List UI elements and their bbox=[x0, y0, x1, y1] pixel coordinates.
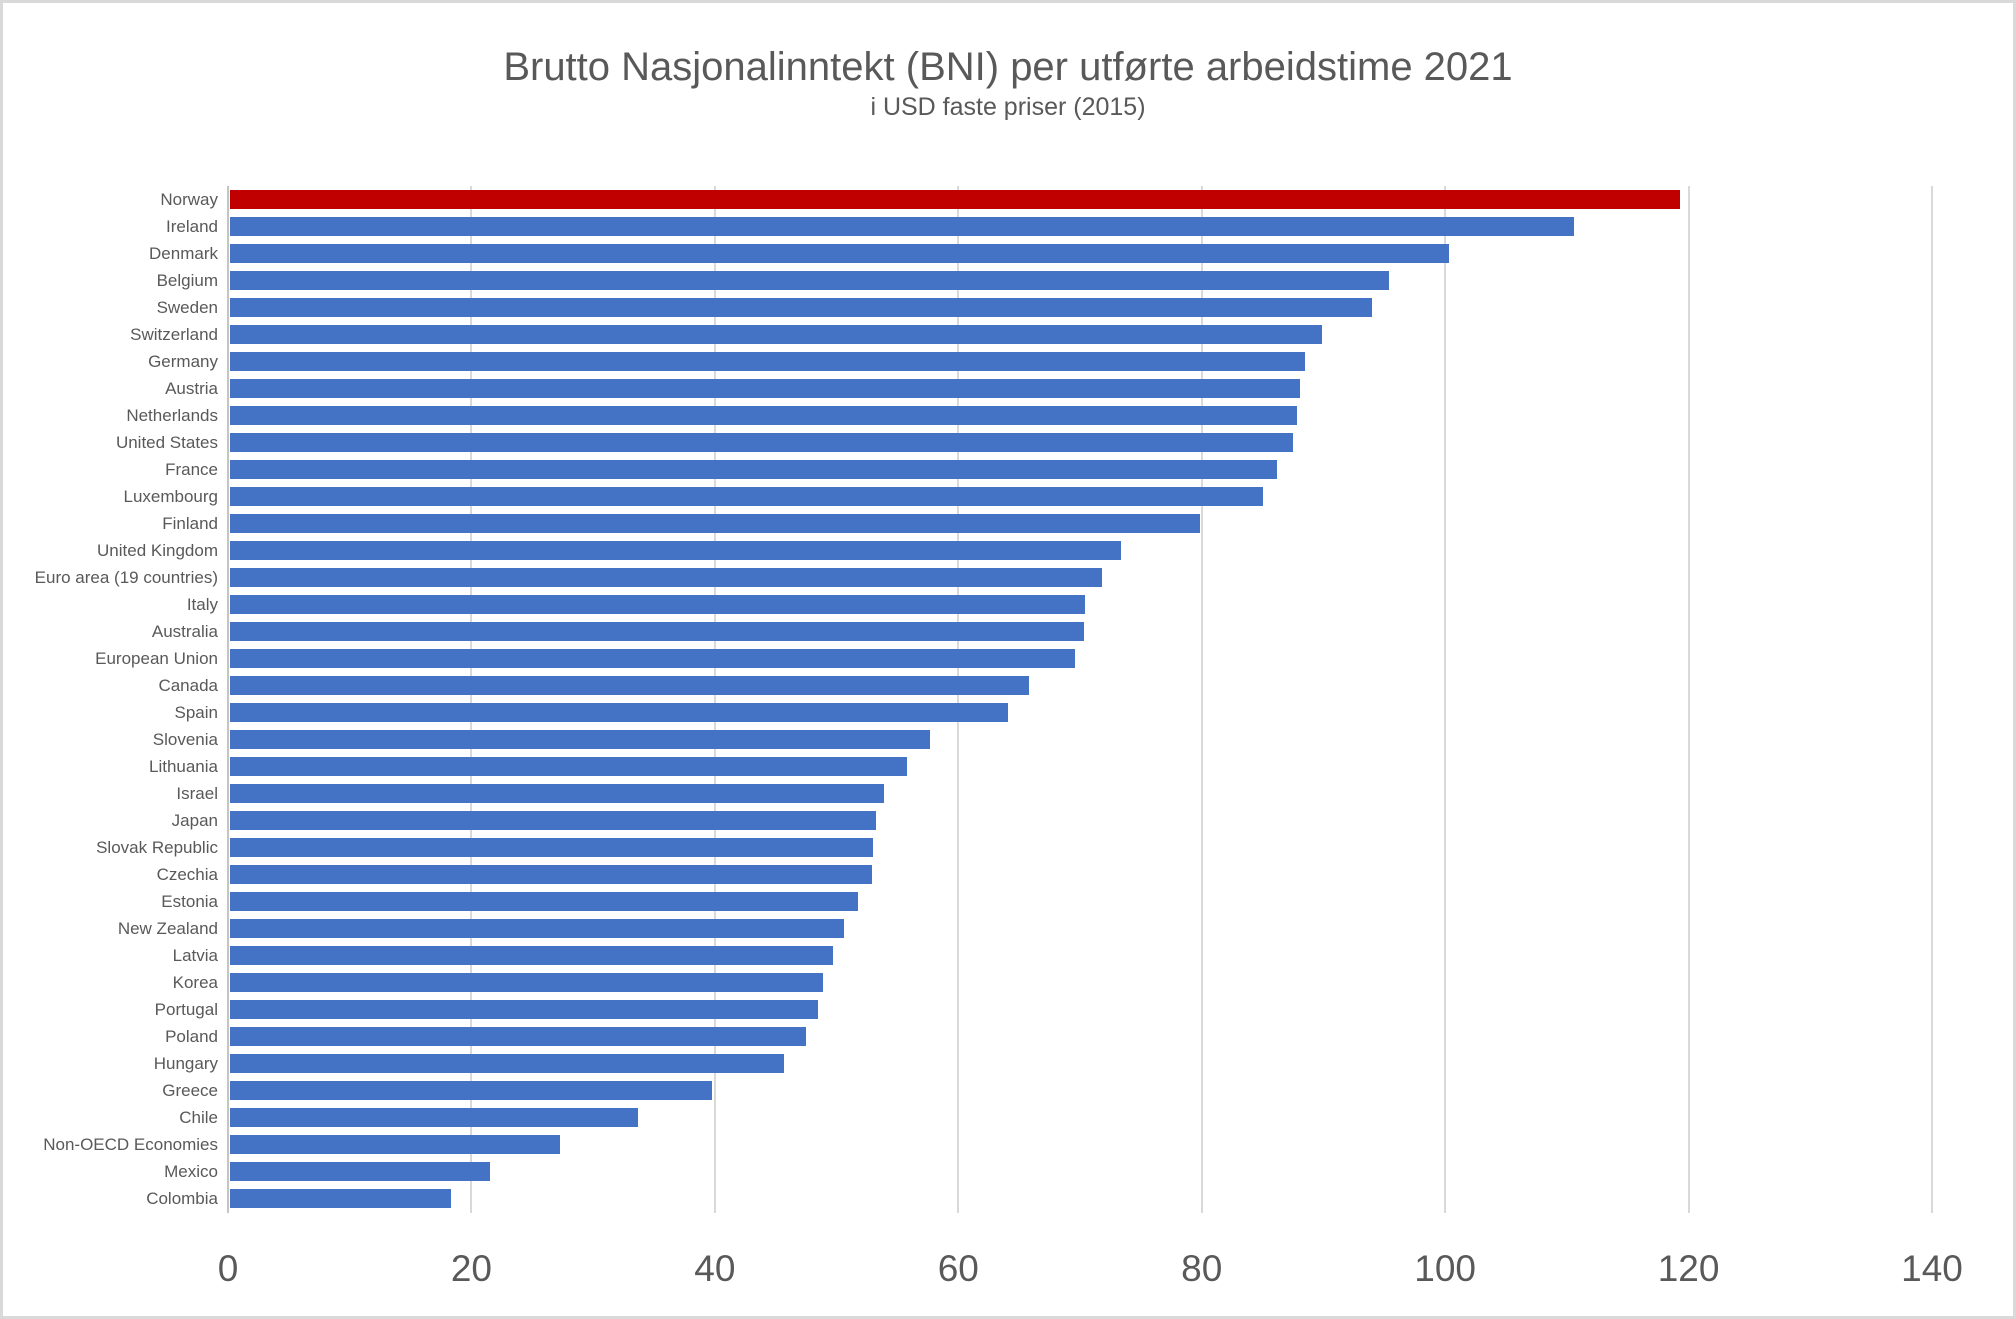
category-label-mexico: Mexico bbox=[164, 1161, 218, 1181]
gridline-80 bbox=[1200, 186, 1203, 1213]
gridline-100 bbox=[1444, 186, 1447, 1213]
bar-belgium bbox=[230, 271, 1390, 290]
category-label-united-kingdom: United Kingdom bbox=[97, 540, 218, 560]
category-label-germany: Germany bbox=[148, 351, 218, 371]
gridline-40 bbox=[713, 186, 716, 1213]
bar-israel bbox=[230, 784, 885, 803]
category-label-united-states: United States bbox=[115, 432, 218, 452]
category-label-canada: Canada bbox=[158, 675, 218, 695]
bar-austria bbox=[230, 379, 1301, 398]
bar-united-kingdom bbox=[230, 541, 1122, 560]
category-label-austria: Austria bbox=[165, 378, 218, 398]
bar-italy bbox=[230, 595, 1085, 614]
x-tick-label-20: 20 bbox=[450, 1248, 492, 1289]
bar-slovenia bbox=[230, 730, 931, 749]
category-label-spain: Spain bbox=[174, 702, 218, 722]
category-label-portugal: Portugal bbox=[154, 999, 218, 1019]
category-label-sweden: Sweden bbox=[156, 297, 218, 317]
x-tick-label-80: 80 bbox=[1181, 1248, 1223, 1289]
bar-lithuania bbox=[230, 757, 908, 776]
bar-estonia bbox=[230, 892, 859, 911]
category-label-latvia: Latvia bbox=[172, 945, 218, 965]
x-tick-label-40: 40 bbox=[694, 1248, 736, 1289]
category-label-belgium: Belgium bbox=[156, 270, 218, 290]
bar-poland bbox=[230, 1027, 807, 1046]
bar-germany bbox=[230, 352, 1306, 371]
bar-finland bbox=[230, 514, 1201, 533]
bar-slovak-republic bbox=[230, 838, 874, 857]
gridline-20 bbox=[470, 186, 473, 1213]
bar-switzerland bbox=[230, 325, 1323, 344]
category-label-greece: Greece bbox=[162, 1080, 218, 1100]
category-label-ireland: Ireland bbox=[166, 216, 218, 236]
bar-european-union bbox=[230, 649, 1076, 668]
bar-hungary bbox=[230, 1054, 785, 1073]
bar-latvia bbox=[230, 946, 833, 965]
bar-portugal bbox=[230, 1000, 819, 1019]
bar-new-zealand bbox=[230, 919, 844, 938]
category-label-non-oecd-economies: Non-OECD Economies bbox=[43, 1134, 218, 1154]
bar-non-oecd-economies bbox=[230, 1135, 561, 1154]
bar-sweden bbox=[230, 298, 1373, 317]
category-label-italy: Italy bbox=[186, 594, 218, 614]
category-label-estonia: Estonia bbox=[161, 891, 218, 911]
bar-spain bbox=[230, 703, 1009, 722]
category-label-switzerland: Switzerland bbox=[130, 324, 218, 344]
plot-area: 0 20 40 60 80 100 120 140 Norway Ireland Denmark Be… bbox=[3, 3, 2013, 1316]
bar-united-states bbox=[230, 433, 1293, 452]
category-label-australia: Australia bbox=[151, 621, 218, 641]
bar-czechia bbox=[230, 865, 872, 884]
bar-netherlands bbox=[230, 406, 1297, 425]
category-label-chile: Chile bbox=[179, 1107, 218, 1127]
bar-france bbox=[230, 460, 1278, 479]
bar-luxembourg bbox=[230, 487, 1263, 506]
category-label-finland: Finland bbox=[162, 513, 218, 533]
category-label-norway: Norway bbox=[160, 189, 218, 209]
category-label-european-union: European Union bbox=[95, 648, 218, 668]
category-label-denmark: Denmark bbox=[149, 243, 218, 263]
category-label-euro-area-19-countries: Euro area (19 countries) bbox=[34, 567, 218, 587]
category-label-new-zealand: New Zealand bbox=[117, 918, 218, 938]
category-label-slovenia: Slovenia bbox=[152, 729, 218, 749]
bar-denmark bbox=[230, 244, 1449, 263]
category-label-luxembourg: Luxembourg bbox=[123, 486, 218, 506]
x-tick-label-0: 0 bbox=[217, 1248, 239, 1289]
x-tick-label-120: 120 bbox=[1657, 1248, 1720, 1289]
category-label-japan: Japan bbox=[171, 810, 218, 830]
category-label-korea: Korea bbox=[172, 972, 218, 992]
category-label-czechia: Czechia bbox=[156, 864, 218, 884]
chart-title: Brutto Nasjonalinntekt (BNI) per utførte… bbox=[503, 45, 1513, 89]
category-label-poland: Poland bbox=[165, 1026, 218, 1046]
category-label-slovak-republic: Slovak Republic bbox=[96, 837, 218, 857]
bar-greece bbox=[230, 1081, 713, 1100]
category-label-israel: Israel bbox=[176, 783, 218, 803]
category-label-france: France bbox=[165, 459, 218, 479]
bar-mexico bbox=[230, 1162, 490, 1181]
bar-australia bbox=[230, 622, 1084, 641]
bar-ireland bbox=[230, 217, 1575, 236]
category-label-colombia: Colombia bbox=[146, 1188, 218, 1208]
x-tick-label-60: 60 bbox=[937, 1248, 979, 1289]
bar-chile bbox=[230, 1108, 639, 1127]
category-label-lithuania: Lithuania bbox=[148, 756, 218, 776]
gridline-140 bbox=[1931, 186, 1933, 1213]
gridline-120 bbox=[1687, 186, 1690, 1213]
category-label-netherlands: Netherlands bbox=[126, 405, 218, 425]
bar-colombia bbox=[230, 1189, 451, 1208]
x-axis-line bbox=[227, 186, 229, 1213]
bar-canada bbox=[230, 676, 1029, 695]
chart-subtitle: i USD faste priser (2015) bbox=[870, 93, 1146, 121]
category-label-hungary: Hungary bbox=[153, 1053, 218, 1073]
x-tick-label-140: 140 bbox=[1901, 1248, 1963, 1289]
bar-euro-area-19-countries bbox=[230, 568, 1102, 587]
bar-korea bbox=[230, 973, 824, 992]
x-tick-label-100: 100 bbox=[1414, 1248, 1477, 1289]
bar-japan bbox=[230, 811, 876, 830]
bar-norway bbox=[230, 190, 1681, 209]
gridline-60 bbox=[957, 186, 960, 1213]
